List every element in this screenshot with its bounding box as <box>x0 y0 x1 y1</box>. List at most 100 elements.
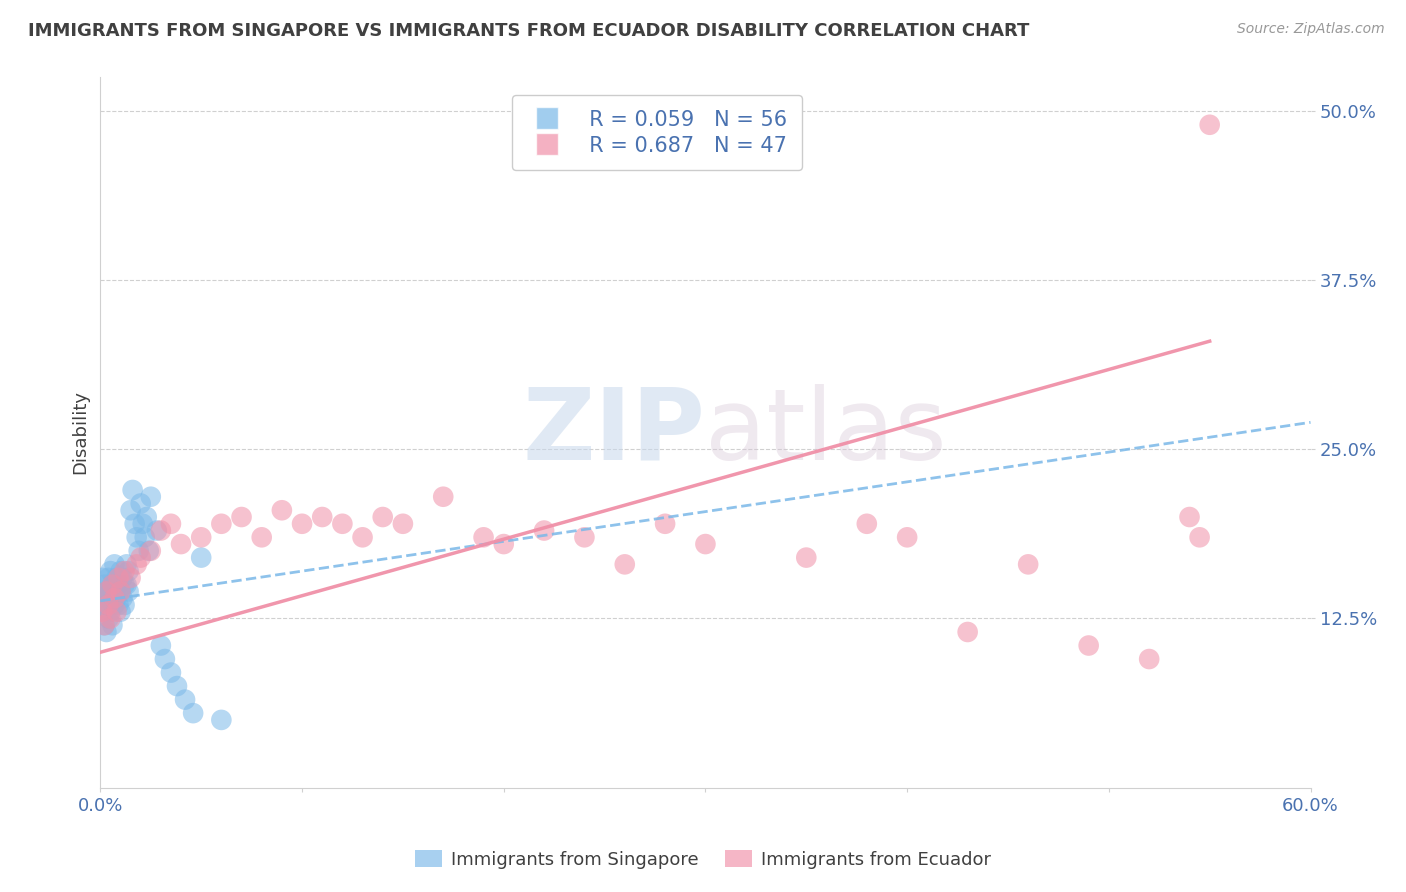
Point <box>209 713 232 727</box>
Point <box>91 591 114 606</box>
Point <box>125 558 148 572</box>
Point <box>110 584 132 599</box>
Point <box>110 584 132 599</box>
Point <box>96 625 118 640</box>
Point <box>101 577 124 591</box>
Point <box>209 516 232 531</box>
Point <box>107 571 129 585</box>
Point <box>1077 639 1099 653</box>
Point <box>392 516 415 531</box>
Point <box>120 571 142 585</box>
Point <box>103 591 125 606</box>
Point <box>107 598 129 612</box>
Point <box>332 516 354 531</box>
Point <box>93 618 115 632</box>
Point <box>135 510 157 524</box>
Point <box>111 571 134 585</box>
Point <box>181 706 204 720</box>
Text: atlas: atlas <box>706 384 948 481</box>
Text: IMMIGRANTS FROM SINGAPORE VS IMMIGRANTS FROM ECUADOR DISABILITY CORRELATION CHAR: IMMIGRANTS FROM SINGAPORE VS IMMIGRANTS … <box>28 22 1029 40</box>
Point <box>1188 530 1211 544</box>
Point <box>1017 558 1039 572</box>
Point <box>166 679 188 693</box>
Point <box>139 544 162 558</box>
Point <box>101 618 124 632</box>
Legend: Immigrants from Singapore, Immigrants from Ecuador: Immigrants from Singapore, Immigrants fr… <box>408 843 998 876</box>
Point <box>695 537 717 551</box>
Point <box>190 550 212 565</box>
Point <box>115 558 138 572</box>
Point <box>138 544 160 558</box>
Point <box>131 516 153 531</box>
Point <box>91 605 114 619</box>
Point <box>100 564 122 578</box>
Point <box>93 598 115 612</box>
Point <box>105 605 128 619</box>
Point <box>896 530 918 544</box>
Point <box>1178 510 1201 524</box>
Y-axis label: Disability: Disability <box>72 391 89 475</box>
Point <box>101 577 124 591</box>
Point <box>97 591 120 606</box>
Point <box>153 652 176 666</box>
Point <box>103 598 125 612</box>
Point <box>613 558 636 572</box>
Point <box>97 611 120 625</box>
Point <box>270 503 292 517</box>
Point <box>105 571 128 585</box>
Point <box>352 530 374 544</box>
Point <box>110 564 132 578</box>
Text: ZIP: ZIP <box>523 384 706 481</box>
Point <box>231 510 253 524</box>
Point <box>574 530 596 544</box>
Point <box>128 544 150 558</box>
Text: Source: ZipAtlas.com: Source: ZipAtlas.com <box>1237 22 1385 37</box>
Point <box>311 510 333 524</box>
Point <box>96 584 118 599</box>
Point <box>121 483 143 497</box>
Point <box>149 639 172 653</box>
Point <box>129 550 152 565</box>
Point <box>93 577 115 591</box>
Point <box>100 605 122 619</box>
Point <box>160 665 183 680</box>
Point <box>115 577 138 591</box>
Point <box>654 516 676 531</box>
Legend:   R = 0.059   N = 56,   R = 0.687   N = 47: R = 0.059 N = 56, R = 0.687 N = 47 <box>512 95 803 170</box>
Point <box>100 584 122 599</box>
Point <box>97 598 120 612</box>
Point <box>125 530 148 544</box>
Point <box>1137 652 1160 666</box>
Point <box>91 571 114 585</box>
Point <box>174 692 197 706</box>
Point <box>139 490 162 504</box>
Point <box>96 584 118 599</box>
Point <box>492 537 515 551</box>
Point <box>124 516 146 531</box>
Point <box>91 605 114 619</box>
Point <box>107 577 129 591</box>
Point <box>97 571 120 585</box>
Point <box>117 564 139 578</box>
Point <box>100 611 122 625</box>
Point <box>103 577 125 591</box>
Point <box>149 524 172 538</box>
Point <box>432 490 454 504</box>
Point <box>111 591 134 606</box>
Point <box>120 503 142 517</box>
Point <box>96 605 118 619</box>
Point <box>472 530 495 544</box>
Point <box>371 510 394 524</box>
Point <box>856 516 879 531</box>
Point <box>117 584 139 599</box>
Point <box>105 591 128 606</box>
Point <box>170 537 193 551</box>
Point <box>160 516 183 531</box>
Point <box>291 516 314 531</box>
Point <box>533 524 555 538</box>
Point <box>794 550 817 565</box>
Point <box>134 530 156 544</box>
Point <box>103 558 125 572</box>
Point <box>114 564 136 578</box>
Point <box>250 530 273 544</box>
